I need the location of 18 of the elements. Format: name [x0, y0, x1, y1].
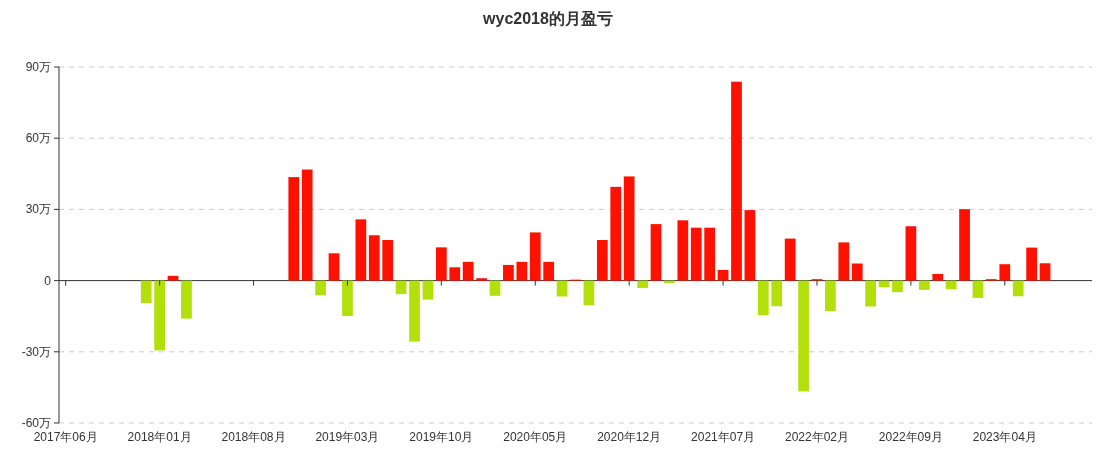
x-tick-label: 2020年05月	[503, 430, 568, 444]
x-tick-label: 2022年02月	[784, 430, 849, 444]
x-tick-label: 2022年09月	[878, 430, 943, 444]
x-tick-label: 2023年04月	[972, 430, 1037, 444]
x-tick-label: 2021年07月	[691, 430, 756, 444]
y-tick-label: 90万	[25, 60, 51, 74]
y-tick-label: 60万	[25, 131, 51, 146]
x-tick-label: 2019年10月	[409, 430, 474, 444]
y-tick-label: 30万	[25, 202, 51, 217]
x-tick-label: 2020年12月	[597, 430, 662, 444]
y-tick-label: -60万	[21, 416, 51, 430]
y-tick-label: 0	[44, 273, 52, 288]
x-tick-label: 2018年08月	[221, 430, 286, 444]
x-tick-label: 2017年06月	[33, 430, 98, 444]
chart-title: wyc2018的月盈亏	[482, 10, 613, 27]
x-tick-label: 2018年01月	[127, 430, 192, 444]
y-tick-label: -30万	[21, 344, 51, 359]
x-tick-label: 2019年03月	[315, 430, 380, 444]
